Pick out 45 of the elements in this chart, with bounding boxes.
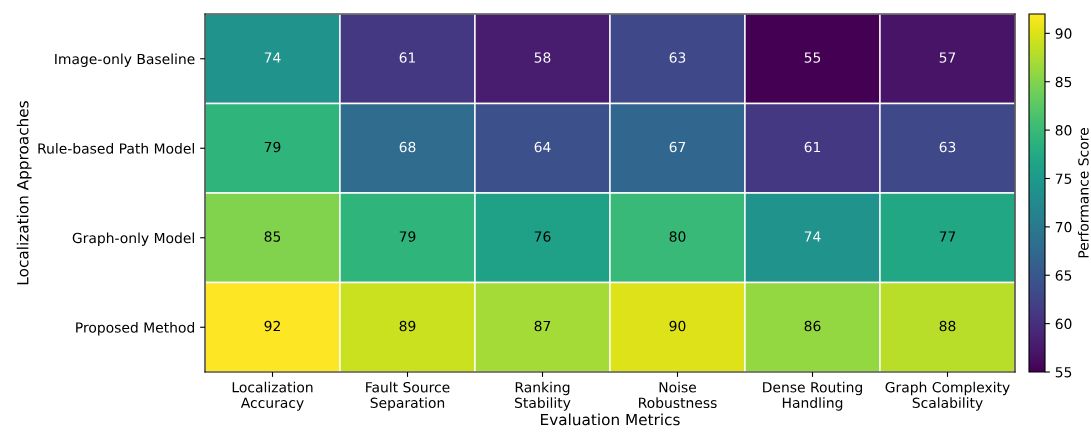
data-label: 74 <box>264 52 281 63</box>
data-label: 76 <box>534 231 551 242</box>
color-bar-label: 70 <box>1055 221 1072 233</box>
y-tick-label: Proposed Method <box>76 321 195 336</box>
data-label: 57 <box>939 52 956 63</box>
x-tick-label: Localization Accuracy <box>232 381 313 411</box>
data-label: 64 <box>534 141 551 153</box>
y-axis-title: Localization Approaches <box>16 101 32 285</box>
data-label: 88 <box>939 320 956 332</box>
data-label: 55 <box>804 52 821 63</box>
y-tick-label: Rule-based Path Model <box>38 142 194 154</box>
color-bar-label: 75 <box>1055 173 1072 184</box>
y-tick-label: Graph-only Model <box>72 232 194 246</box>
x-tick-label: Ranking Stability <box>515 381 571 411</box>
color-bar-label: 55 <box>1055 367 1072 378</box>
color-bar-label: 65 <box>1055 270 1072 281</box>
data-label: 68 <box>399 141 416 153</box>
color-bar-label: 85 <box>1055 76 1072 88</box>
data-label: 86 <box>804 320 821 332</box>
data-label: 79 <box>399 231 416 242</box>
y-tick-label: Image-only Baseline <box>55 53 195 67</box>
data-label: 80 <box>669 231 686 242</box>
data-label: 58 <box>534 52 551 63</box>
data-label: 85 <box>264 231 281 242</box>
data-label: 63 <box>669 52 686 63</box>
data-label: 61 <box>399 52 416 63</box>
data-label: 74 <box>804 231 821 242</box>
color-bar-title: Performance Score <box>1077 128 1089 258</box>
color-bar-label: 90 <box>1055 28 1072 39</box>
x-tick-label: Dense Routing Handling <box>763 381 862 411</box>
color-bar-label: 80 <box>1055 125 1072 136</box>
x-tick-label: Graph Complexity Scalability <box>885 381 1010 411</box>
data-label: 77 <box>939 231 956 242</box>
data-label: 61 <box>804 141 821 153</box>
data-label: 87 <box>534 320 551 332</box>
x-tick-label: Fault Source Separation <box>366 381 450 411</box>
data-label: 90 <box>669 320 686 332</box>
x-tick-label: Noise Robustness <box>639 381 717 409</box>
x-axis-title: Evaluation Metrics <box>541 413 680 426</box>
color-bar-label: 60 <box>1055 318 1072 330</box>
data-label: 79 <box>264 141 281 153</box>
data-label: 89 <box>399 320 416 332</box>
data-label: 92 <box>264 320 280 332</box>
data-label: 63 <box>939 141 956 153</box>
data-label: 67 <box>669 141 686 153</box>
